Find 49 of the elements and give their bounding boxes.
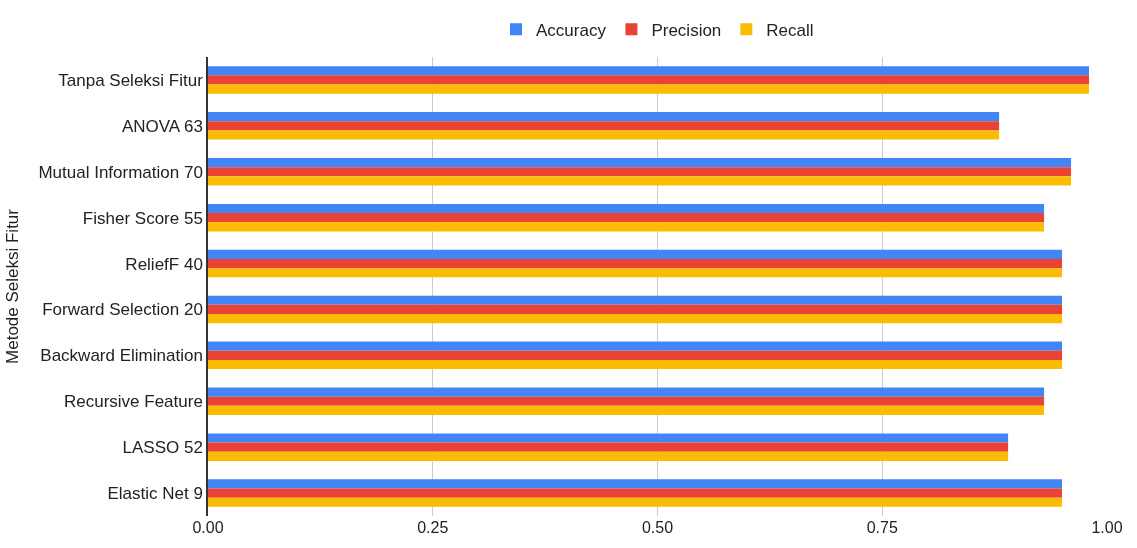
bar bbox=[208, 112, 1000, 122]
y-tick-label: Elastic Net 9 bbox=[107, 484, 203, 503]
bar bbox=[208, 84, 1090, 94]
y-tick-label: Tanpa Seleksi Fitur bbox=[58, 70, 204, 90]
y-tick-label: LASSO 52 bbox=[122, 438, 203, 458]
bar bbox=[208, 341, 1063, 351]
bar bbox=[208, 304, 1063, 315]
bar bbox=[208, 396, 1045, 406]
x-tick-label: 1.00 bbox=[1091, 519, 1123, 536]
bar bbox=[208, 359, 1063, 370]
bar bbox=[208, 451, 1009, 461]
bar bbox=[208, 130, 1000, 140]
x-tick-label: 0.75 bbox=[866, 519, 898, 536]
bar bbox=[208, 268, 1063, 278]
bar bbox=[208, 488, 1063, 498]
bar bbox=[208, 295, 1063, 305]
y-tick-label: Fisher Score 55 bbox=[82, 208, 203, 228]
bar bbox=[208, 167, 1072, 177]
x-tick-label: 0.25 bbox=[417, 519, 449, 536]
bar bbox=[208, 258, 1063, 269]
legend-label: Accuracy bbox=[536, 21, 607, 40]
bar bbox=[208, 121, 1000, 131]
bar bbox=[208, 405, 1045, 416]
bar bbox=[208, 66, 1090, 76]
y-tick-label: ANOVA 63 bbox=[121, 116, 203, 136]
legend-label: Recall bbox=[766, 21, 814, 40]
y-tick-label: Mutual Information 70 bbox=[38, 162, 203, 182]
bar bbox=[208, 314, 1063, 324]
bar bbox=[208, 433, 1009, 443]
bar bbox=[208, 203, 1045, 214]
bar bbox=[208, 75, 1090, 85]
y-tick-label: Forward Selection 20 bbox=[42, 300, 203, 320]
legend-label: Precision bbox=[651, 21, 722, 40]
bar bbox=[208, 222, 1045, 232]
y-tick-label: Recursive Feature bbox=[63, 392, 203, 412]
y-axis-title: Metode Seleksi Fitur bbox=[3, 208, 23, 364]
y-tick-label: Backward Elimination bbox=[40, 346, 203, 366]
bar bbox=[208, 249, 1063, 259]
bar bbox=[208, 479, 1063, 489]
bar bbox=[208, 442, 1009, 452]
bar bbox=[208, 497, 1063, 507]
x-tick-label: 0.00 bbox=[192, 519, 224, 536]
bar bbox=[208, 157, 1072, 168]
bar bbox=[208, 213, 1045, 223]
bar bbox=[208, 176, 1072, 186]
bar bbox=[208, 350, 1063, 360]
x-tick-label: 0.50 bbox=[641, 519, 674, 536]
y-tick-label: ReliefF 40 bbox=[125, 254, 203, 274]
bar bbox=[208, 387, 1045, 397]
